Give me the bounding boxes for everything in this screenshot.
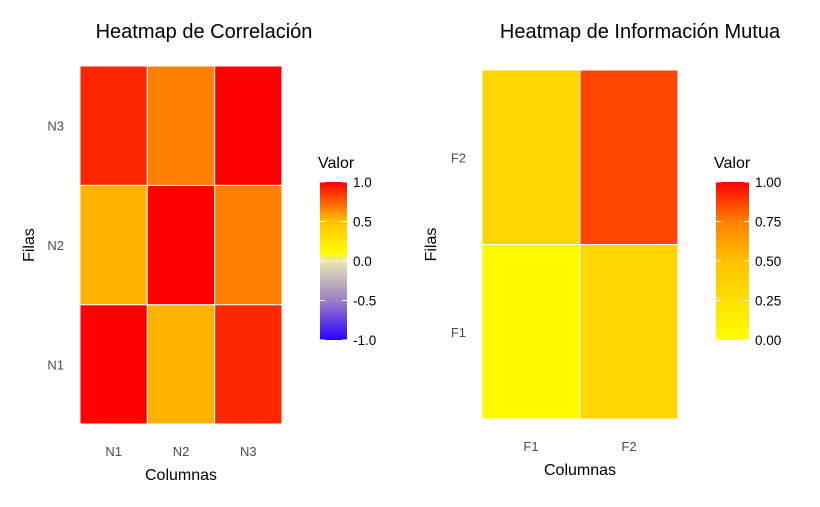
heatmap-cell-f2-f2: [579, 69, 679, 245]
legend-tick-label: 0.5: [353, 215, 372, 230]
x-tick-label: F1: [523, 439, 538, 454]
legend-tick-label: -1.0: [353, 333, 376, 348]
x-tick-label: N3: [240, 444, 257, 459]
y-axis-title: Filas: [423, 228, 440, 262]
heatmap-cell-n3-n1: [79, 65, 148, 186]
heatmap-cell-n1-n1: [79, 304, 148, 425]
y-tick-label: N1: [47, 357, 64, 372]
heatmap-cell-n2-n1: [79, 184, 148, 306]
color-legend: Valor 1.00 0.75 0.50 0.25 0.00: [714, 155, 781, 348]
legend-tick-label: 1.0: [353, 175, 372, 190]
heatmap-cell-n2-n2: [146, 184, 216, 306]
heatmap-cell-f1-f1: [481, 244, 581, 420]
heatmap-cell-n1-n2: [146, 304, 216, 425]
heatmap-cell-f1-f2: [579, 244, 679, 420]
y-tick-label: F2: [451, 150, 466, 165]
y-tick-label: N2: [47, 238, 64, 253]
legend-colorbar: [716, 182, 749, 340]
x-axis-title: Columnas: [544, 462, 616, 479]
heatmap-cell-f2-f1: [481, 69, 581, 245]
legend-title: Valor: [318, 155, 355, 172]
legend-tick-label: 0.0: [353, 254, 372, 269]
chart-title: Heatmap de Información Mutua: [500, 21, 781, 43]
heatmap-cell-n3-n3: [214, 65, 283, 186]
mutual-information-heatmap-panel: Heatmap de Información Mutua F1 F2 F1 F2 Colu…: [423, 21, 781, 479]
correlation-heatmap-panel: Heatmap de Correlación N1 N2 N3 N1 N2 N3 Column…: [21, 21, 376, 484]
heatmap-cell-n2-n3: [214, 184, 283, 306]
x-tick-label: N2: [173, 444, 190, 459]
heatmap-cell-n1-n3: [214, 304, 283, 425]
y-tick-label: F1: [451, 325, 466, 340]
heatmap-cell-n3-n2: [146, 65, 216, 186]
y-tick-label: N3: [47, 119, 64, 134]
legend-tick-label: 0.50: [755, 254, 781, 269]
color-legend: Valor 1.0 0.5 0.0 -0.5 -1.0: [318, 155, 376, 348]
x-tick-label: F2: [621, 439, 636, 454]
heatmap-cells: [481, 69, 679, 420]
chart-title: Heatmap de Correlación: [96, 21, 313, 43]
legend-tick-label: 0.75: [755, 215, 781, 230]
legend-tick-label: -0.5: [353, 294, 376, 309]
x-tick-label: N1: [105, 444, 122, 459]
y-axis-title: Filas: [21, 228, 38, 262]
legend-tick-label: 0.25: [755, 294, 781, 309]
legend-title: Valor: [714, 155, 751, 172]
legend-tick-label: 0.00: [755, 333, 781, 348]
legend-tick-label: 1.00: [755, 175, 781, 190]
x-axis-title: Columnas: [145, 467, 217, 484]
heatmap-cells: [79, 65, 283, 425]
